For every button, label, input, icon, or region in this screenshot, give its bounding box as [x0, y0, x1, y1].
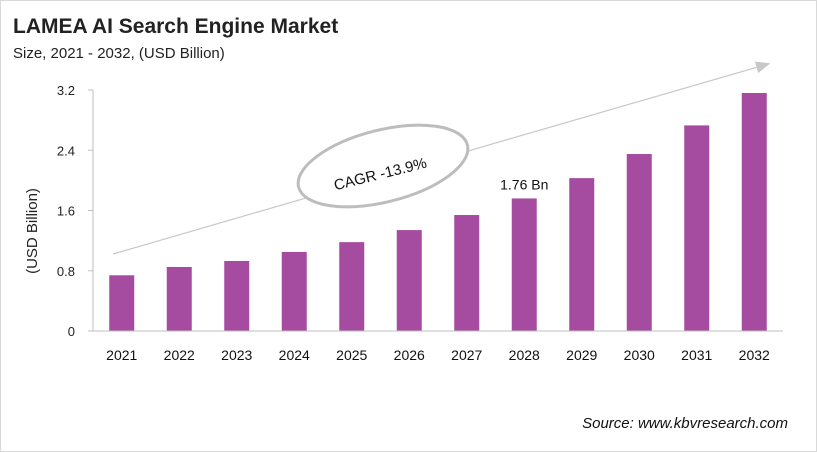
x-tick-label: 2028	[509, 347, 540, 363]
cagr-ellipse	[296, 123, 470, 209]
bar-2028	[511, 198, 537, 331]
bar-2026	[396, 230, 422, 331]
bar-2031	[684, 125, 710, 331]
chart-subtitle: Size, 2021 - 2032, (USD Billion)	[13, 45, 225, 62]
x-tick-label: 2032	[739, 347, 770, 363]
bar-2024	[281, 251, 307, 331]
y-tick-label: 2.4	[57, 143, 75, 158]
x-axis: 2021 2022 2023 2024 2025 2026 2027 2028 2029 2030…	[93, 330, 783, 363]
bar-2025	[339, 242, 365, 331]
bar-2027	[454, 215, 480, 331]
y-axis: 0 0.8 1.6 2.4 3.2	[57, 83, 94, 339]
x-tick-label: 2023	[221, 347, 252, 363]
x-tick-label: 2025	[336, 347, 367, 363]
bars: 1.76 Bn	[109, 93, 767, 331]
y-tick-label: 3.2	[57, 83, 75, 98]
x-tick-label: 2031	[681, 347, 712, 363]
x-tick-label: 2029	[566, 347, 597, 363]
y-tick-label: 0	[68, 324, 75, 339]
x-tick-label: 2024	[279, 347, 310, 363]
x-tick-label: 2027	[451, 347, 482, 363]
y-axis-label: (USD Billion)	[24, 188, 41, 274]
bar-2021	[109, 275, 135, 331]
source-text: Source: www.kbvresearch.com	[582, 415, 788, 432]
bar-2029	[569, 178, 595, 331]
y-tick-label: 0.8	[57, 264, 75, 279]
bar-2030	[626, 154, 652, 331]
data-label: 1.76 Bn	[500, 176, 548, 192]
x-tick-label: 2021	[106, 347, 137, 363]
x-tick-label: 2030	[624, 347, 655, 363]
y-tick-label: 1.6	[57, 204, 75, 219]
chart-title: LAMEA AI Search Engine Market	[13, 15, 339, 38]
x-tick-label: 2026	[394, 347, 425, 363]
x-tick-label: 2022	[164, 347, 195, 363]
bar-2032	[741, 93, 767, 331]
bar-2022	[166, 266, 192, 331]
bar-2023	[224, 260, 250, 331]
